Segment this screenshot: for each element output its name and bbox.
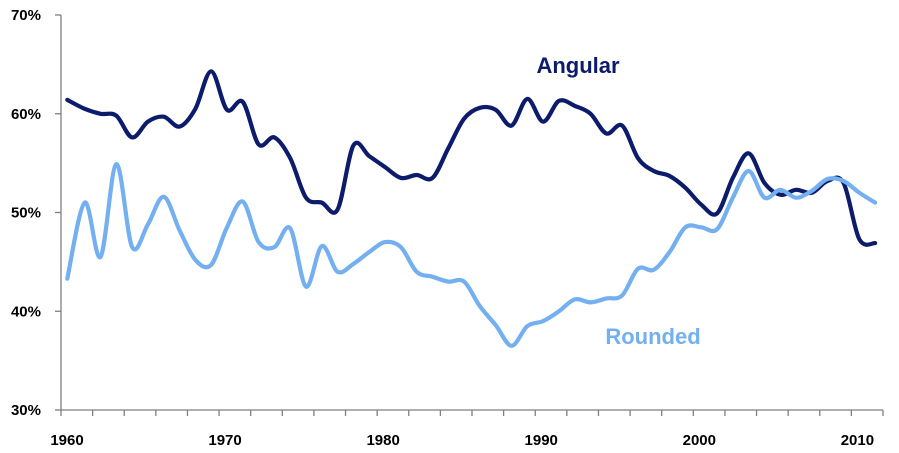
series-labels: Angular Rounded [536, 53, 700, 349]
tick-labels: 30% 40% 50% 60% 70% 1960 1970 1980 1990 2000 2010 [11, 7, 874, 449]
y-tick-label: 40% [11, 303, 41, 320]
x-tick-label: 1980 [366, 432, 399, 449]
x-tick-label: 2000 [683, 432, 716, 449]
x-tick-label: 1960 [50, 432, 83, 449]
series-label-angular: Angular [536, 53, 620, 78]
x-tick-label: 1990 [525, 432, 558, 449]
series-line-rounded [65, 161, 878, 348]
series-label-rounded: Rounded [605, 324, 700, 349]
x-tick-label: 2010 [841, 432, 874, 449]
axes [55, 14, 884, 416]
y-tick-label: 50% [11, 205, 41, 222]
y-tick-label: 70% [11, 7, 41, 24]
y-tick-label: 60% [11, 106, 41, 123]
y-tick-label: 30% [11, 402, 41, 419]
series-line-angular [65, 69, 878, 247]
x-tick-label: 1970 [208, 432, 241, 449]
series-lines [65, 69, 878, 348]
